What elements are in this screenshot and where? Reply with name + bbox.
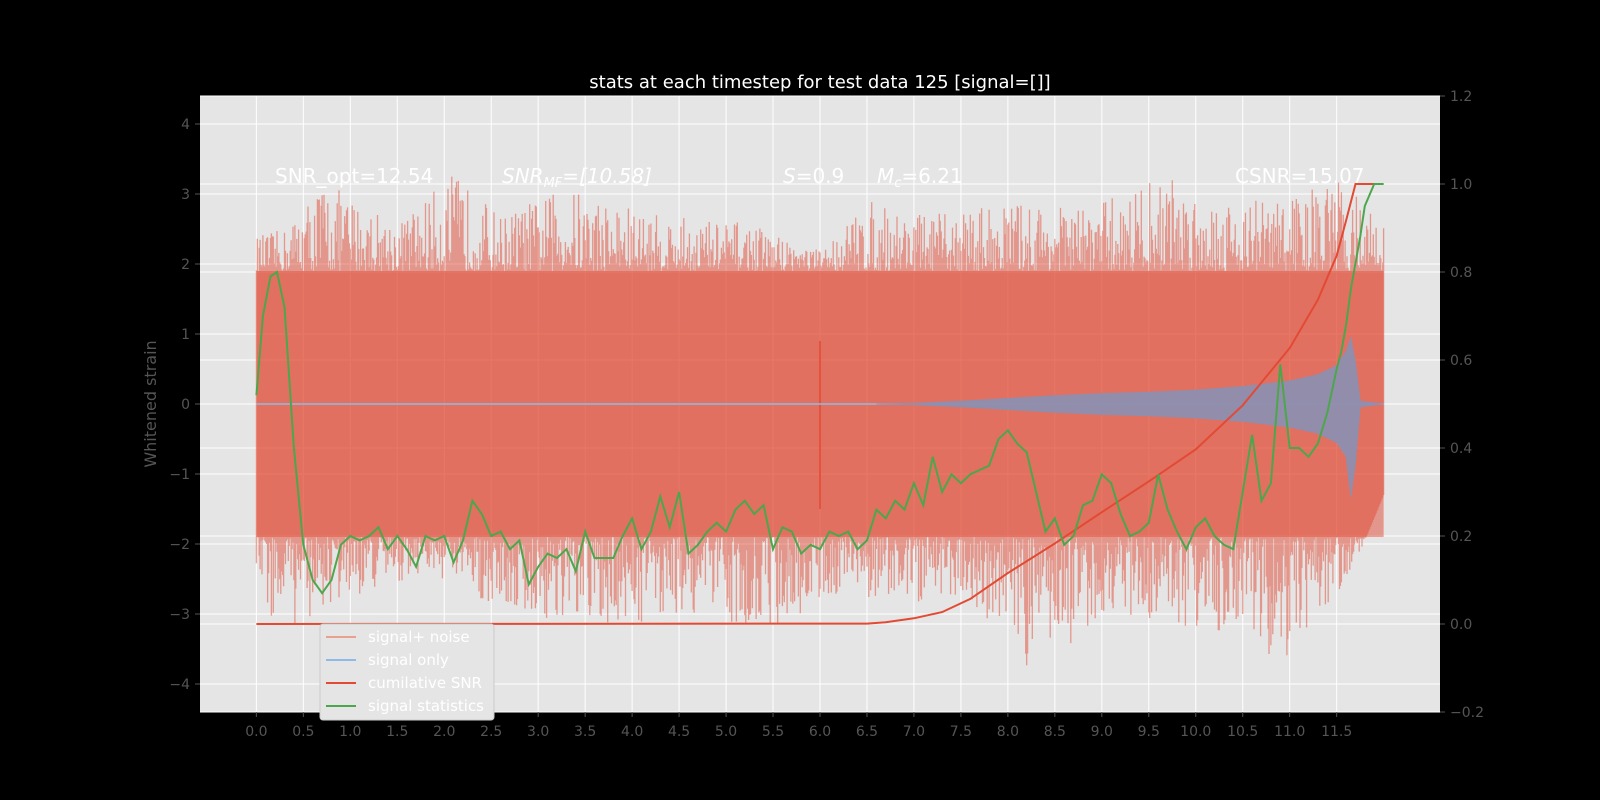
y-left-tick-label: 4 — [181, 117, 190, 133]
annotation-snr-opt: SNR_opt=12.54 — [275, 164, 433, 188]
cumulative-snr-line — [256, 183, 1384, 625]
x-tick-label: 7.0 — [903, 724, 925, 740]
x-tick-label: 8.5 — [1044, 724, 1066, 740]
x-tick-label: 6.5 — [856, 724, 878, 740]
signal-statistics-series — [255, 183, 1384, 595]
x-tick-label: 4.0 — [621, 724, 643, 740]
x-tick-label: 3.0 — [527, 724, 549, 740]
x-tick-label: 9.5 — [1138, 724, 1160, 740]
x-tick-label: 9.0 — [1091, 724, 1113, 740]
y-left-tick-label: 0 — [181, 397, 190, 413]
y-left-tick-label: −3 — [169, 607, 190, 623]
x-tick-label: 1.5 — [386, 724, 408, 740]
y-left-tick-label: 2 — [181, 257, 190, 273]
legend-label-signal-only: signal only — [368, 651, 449, 669]
legend: signal+ noise signal only cumilative SNR… — [319, 623, 495, 721]
y-right-tick-label: 0.4 — [1450, 441, 1472, 457]
chart-title: stats at each timestep for test data 125… — [589, 72, 1050, 93]
x-tick-label: 11.0 — [1274, 724, 1305, 740]
legend-box — [319, 623, 495, 721]
legend-label-cumulative-snr: cumilative SNR — [368, 674, 482, 692]
x-tick-label: 10.5 — [1227, 724, 1258, 740]
annotation-snr-mf: SNRMF=[10.58] — [502, 164, 652, 191]
y-left-tick-label: −1 — [169, 467, 190, 483]
x-tick-label: 5.5 — [762, 724, 784, 740]
signal-chirp-envelope — [876, 335, 1384, 498]
x-tick-label: 8.0 — [997, 724, 1019, 740]
y-left-tick-label: −2 — [169, 537, 190, 553]
x-tick-label: 5.0 — [715, 724, 737, 740]
y-axis-label: Whitened strain — [141, 340, 160, 467]
x-tick-label: 3.5 — [574, 724, 596, 740]
y-right-tick-label: 1.2 — [1450, 89, 1472, 105]
y-left-tick-label: −4 — [169, 677, 190, 693]
legend-label-signal-noise: signal+ noise — [368, 628, 470, 646]
y-axis-left-ticks: 4 3 2 1 0 −1 −2 −3 −4 — [169, 117, 200, 693]
signal-only-series — [256, 335, 1384, 498]
x-axis-ticks: 0.0 0.5 1.0 1.5 2.0 2.5 3.0 3.5 4.0 4.5 5.0 5.5 6.0 6… — [245, 712, 1352, 740]
y-right-tick-label: 0.0 — [1450, 617, 1472, 633]
x-tick-label: 7.5 — [950, 724, 972, 740]
y-right-tick-label: −0.2 — [1450, 705, 1484, 721]
x-tick-label: 10.0 — [1180, 724, 1211, 740]
legend-label-signal-statistics: signal statistics — [368, 697, 484, 715]
annotation-spin: S=0.9 — [783, 164, 844, 188]
x-tick-label: 2.0 — [433, 724, 455, 740]
x-tick-label: 4.5 — [668, 724, 690, 740]
x-tick-label: 2.5 — [480, 724, 502, 740]
x-tick-label: 0.0 — [245, 724, 267, 740]
signal-statistics-line — [255, 183, 1384, 595]
y-right-tick-label: 1.0 — [1450, 177, 1472, 193]
y-left-tick-label: 3 — [181, 187, 190, 203]
y-right-tick-label: 0.8 — [1450, 265, 1472, 281]
x-tick-label: 0.5 — [292, 724, 314, 740]
y-axis-right-ticks: 1.2 1.0 0.8 0.6 0.4 0.2 0.0 −0.2 — [1440, 89, 1484, 721]
x-tick-label: 11.5 — [1321, 724, 1352, 740]
y-right-tick-label: 0.6 — [1450, 353, 1472, 369]
y-left-tick-label: 1 — [181, 327, 190, 343]
y-right-tick-label: 0.2 — [1450, 529, 1472, 545]
annotation-csnr: CSNR=15.07 — [1235, 164, 1365, 188]
annotation-chirp-mass: Mc=6.21 — [877, 164, 963, 191]
x-tick-label: 1.0 — [339, 724, 361, 740]
x-tick-label: 6.0 — [809, 724, 831, 740]
cumulative-snr-series — [256, 183, 1384, 625]
